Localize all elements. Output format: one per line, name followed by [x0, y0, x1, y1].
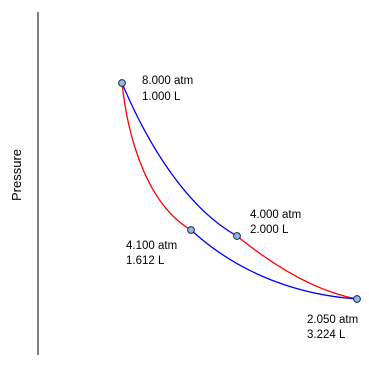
pressure-axis-label: Pressure [9, 149, 24, 201]
state-point-1 [118, 79, 126, 87]
state-point-3 [187, 226, 195, 234]
point-4-pressure-label: 2.050 atm [307, 314, 358, 326]
point-1-pressure-label: 8.000 atm [142, 75, 193, 87]
point-2-pressure-label: 4.000 atm [250, 209, 301, 221]
point-3-volume-label: 1.612 L [126, 255, 165, 267]
state-point-2 [233, 232, 241, 240]
point-2-volume-label: 2.000 L [250, 224, 289, 236]
state-point-4 [353, 295, 361, 303]
point-4-volume-label: 3.224 L [307, 329, 346, 341]
red-curve-segment-2 [236, 235, 358, 300]
blue-curve-segment-2 [190, 229, 358, 300]
point-1-volume-label: 1.000 L [142, 91, 181, 103]
blue-curve-segment-1 [121, 82, 238, 237]
red-curve-segment-1 [121, 82, 192, 231]
point-3-pressure-label: 4.100 atm [126, 240, 177, 252]
